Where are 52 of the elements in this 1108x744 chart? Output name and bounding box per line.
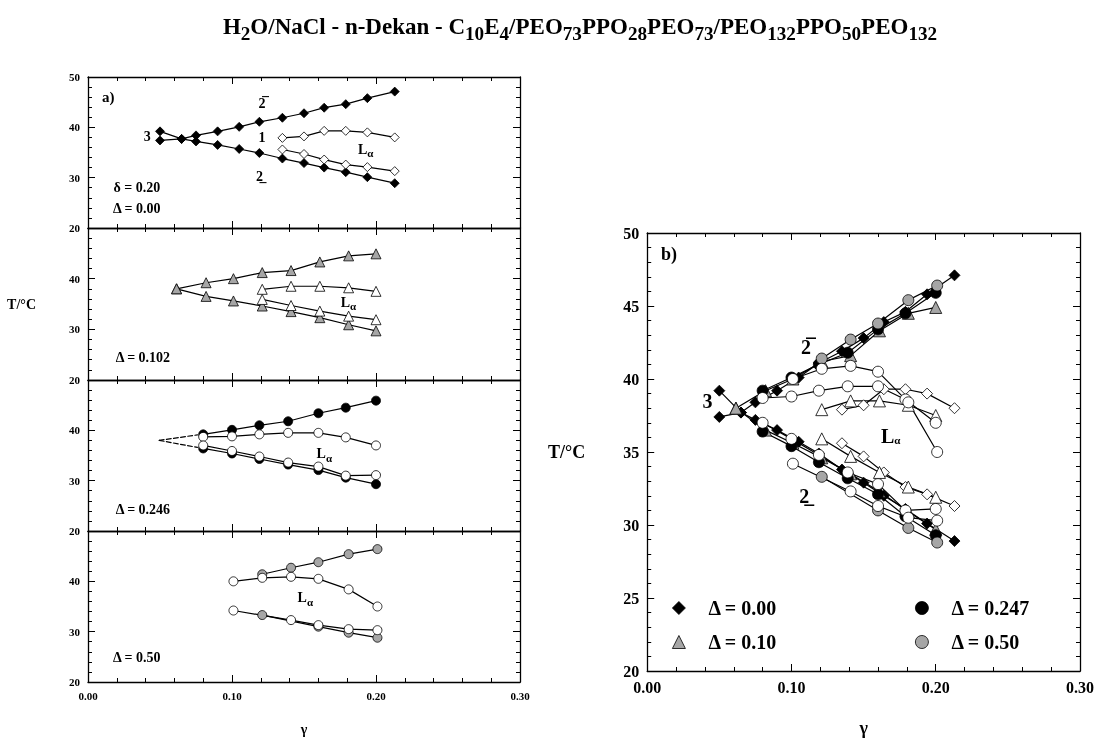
y-axis-title: T/°C	[7, 296, 36, 312]
annotation: 2̲	[799, 484, 816, 507]
annotation: Δ = 0.246	[115, 502, 171, 518]
annotation: δ = 0.20	[113, 180, 161, 196]
y-tick-label: 30	[69, 474, 81, 487]
legend-label: Δ = 0.247	[951, 597, 1030, 619]
annotation: 3	[702, 389, 713, 412]
annotation: 1	[258, 129, 266, 145]
y-tick-label: 30	[69, 323, 81, 336]
x-tick-label: 0.10	[777, 678, 806, 696]
y-tick-label: 40	[69, 575, 81, 588]
annotation: 2̲	[256, 168, 267, 184]
y-tick-label: 20	[69, 374, 81, 386]
x-tick-label: 0.30	[1066, 678, 1094, 696]
y-tick-label: 30	[69, 625, 81, 638]
annotation: Δ = 0.50	[113, 650, 161, 666]
annotation: Δ = 0.102	[115, 350, 171, 366]
y-tick-label: 50	[623, 224, 640, 242]
x-axis-title: γ	[858, 718, 869, 738]
y-tick-label: 20	[69, 222, 81, 234]
legend-label: Δ = 0.10	[708, 631, 777, 653]
x-axis-title: γ	[299, 721, 308, 737]
y-tick-label: 20	[69, 525, 81, 537]
x-tick-label: 0.10	[222, 689, 243, 702]
annotation: 2̅	[258, 95, 270, 111]
y-tick-label: 45	[623, 297, 640, 315]
x-tick-label: 0.30	[510, 689, 531, 702]
annotation: Δ = 0.00	[113, 200, 161, 216]
y-tick-label: 40	[623, 370, 640, 388]
y-tick-label: 40	[69, 272, 81, 285]
y-tick-label: 40	[69, 121, 81, 134]
legend-label: Δ = 0.00	[708, 597, 777, 619]
annotation: 2̅	[800, 335, 817, 358]
y-tick-label: 20	[623, 662, 640, 680]
y-tick-label: 25	[623, 589, 640, 607]
y-tick-label: 20	[69, 676, 81, 688]
y-tick-label: 30	[623, 516, 640, 534]
y-tick-label: 40	[69, 424, 81, 437]
y-tick-label: 30	[69, 171, 81, 184]
annotation: Lα	[881, 424, 902, 447]
x-tick-label: 0.20	[366, 689, 387, 702]
y-tick-label: 35	[623, 443, 640, 461]
y-axis-title: T/°C	[547, 442, 586, 462]
text: a)	[102, 88, 115, 106]
x-tick-label: 0.00	[633, 678, 662, 696]
x-tick-label: 0.00	[78, 689, 99, 702]
chart-title: H$_{2}$O/NaCl - n-Dekan - C$_{10}$E$_{4}$/PEO$_{73}$PPO$_{28}$PEO$_{73}$/PEO$_{132}$PPO$_{50}$PEO$_{132}$	[222, 14, 938, 44]
x-tick-label: 0.20	[921, 678, 950, 696]
annotation: 3	[143, 128, 151, 144]
legend-label: Δ = 0.50	[951, 631, 1020, 653]
y-tick-label: 50	[69, 71, 81, 83]
text: b)	[661, 244, 678, 265]
